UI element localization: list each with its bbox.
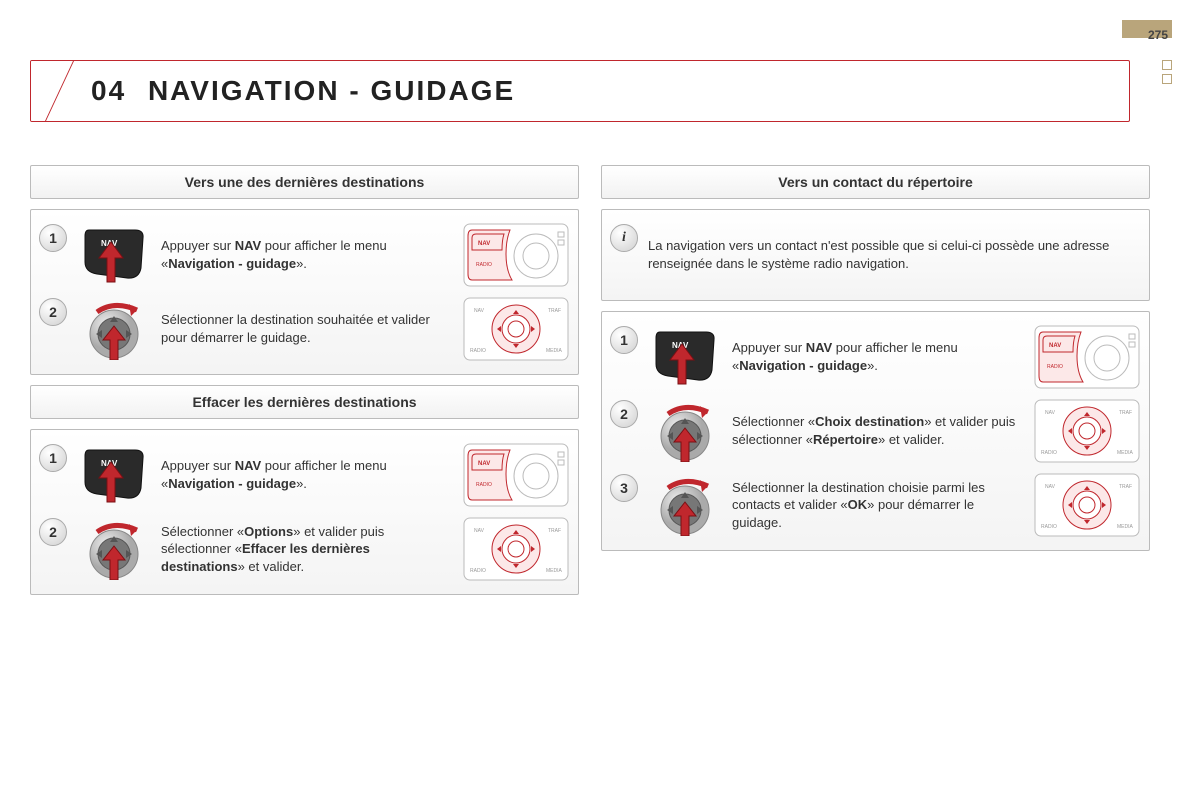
chapter-title: 04 NAVIGATION - GUIDAGE: [91, 75, 1101, 107]
right-info-text: La navigation vers un contact n'est poss…: [648, 237, 1141, 272]
left-column: Vers une des dernières destinations 1 Ap…: [30, 165, 579, 595]
step-text: Sélectionner la destination choisie parm…: [732, 479, 1023, 532]
step-number-badge: 1: [39, 224, 67, 252]
step-number-badge: 2: [39, 298, 67, 326]
step-text: Sélectionner la destination souhaitée et…: [161, 311, 452, 346]
step-panel-diagram: [462, 442, 570, 508]
step-panel-diagram: [462, 296, 570, 362]
step-number-badge: 2: [39, 518, 67, 546]
step-panel-diagram: [462, 516, 570, 582]
info-icon: i: [610, 224, 638, 252]
step-row: 1 Appuyer sur NAV pour afficher le menu …: [39, 218, 570, 292]
step-panel-diagram: [462, 222, 570, 288]
step-row: 1 Appuyer sur NAV pour afficher le menu …: [610, 320, 1141, 394]
chapter-title-text: NAVIGATION - GUIDAGE: [148, 75, 515, 106]
left-section1-header: Vers une des dernières destinations: [30, 165, 579, 199]
chapter-number: 04: [91, 75, 126, 106]
step-row: 2 Sélectionner la destination souhaitée …: [39, 292, 570, 366]
step-text: Appuyer sur NAV pour afficher le menu «N…: [732, 339, 1023, 374]
side-markers: [1162, 60, 1172, 84]
step-control-icon: [77, 224, 151, 286]
step-row: 3 Sélectionner la destination choisie pa…: [610, 468, 1141, 542]
step-row: 2 Sélectionner «Options» et valider puis…: [39, 512, 570, 586]
step-control-icon: [648, 326, 722, 388]
right-header: Vers un contact du répertoire: [601, 165, 1150, 199]
chapter-title-bar: 04 NAVIGATION - GUIDAGE: [30, 60, 1130, 122]
step-row: 1 Appuyer sur NAV pour afficher le menu …: [39, 438, 570, 512]
right-column: Vers un contact du répertoire i La navig…: [601, 165, 1150, 595]
step-control-icon: [648, 400, 722, 462]
step-control-icon: [77, 518, 151, 580]
step-panel-diagram: [1033, 398, 1141, 464]
step-number-badge: 2: [610, 400, 638, 428]
step-number-badge: 1: [39, 444, 67, 472]
step-number-badge: 1: [610, 326, 638, 354]
step-text: Sélectionner «Options» et valider puis s…: [161, 523, 452, 576]
step-text: Appuyer sur NAV pour afficher le menu «N…: [161, 237, 452, 272]
step-row: 2 Sélectionner «Choix destination» et va…: [610, 394, 1141, 468]
left-section1-box: 1 Appuyer sur NAV pour afficher le menu …: [30, 209, 579, 375]
content-columns: Vers une des dernières destinations 1 Ap…: [30, 165, 1150, 595]
right-steps-box: 1 Appuyer sur NAV pour afficher le menu …: [601, 311, 1150, 551]
step-control-icon: [77, 298, 151, 360]
right-info-box: i La navigation vers un contact n'est po…: [601, 209, 1150, 301]
step-text: Sélectionner «Choix destination» et vali…: [732, 413, 1023, 448]
step-control-icon: [648, 474, 722, 536]
page-number: 275: [1148, 28, 1168, 42]
step-panel-diagram: [1033, 472, 1141, 538]
step-control-icon: [77, 444, 151, 506]
left-section2-box: 1 Appuyer sur NAV pour afficher le menu …: [30, 429, 579, 595]
left-section2-header: Effacer les dernières destinations: [30, 385, 579, 419]
step-panel-diagram: [1033, 324, 1141, 390]
step-number-badge: 3: [610, 474, 638, 502]
step-text: Appuyer sur NAV pour afficher le menu «N…: [161, 457, 452, 492]
